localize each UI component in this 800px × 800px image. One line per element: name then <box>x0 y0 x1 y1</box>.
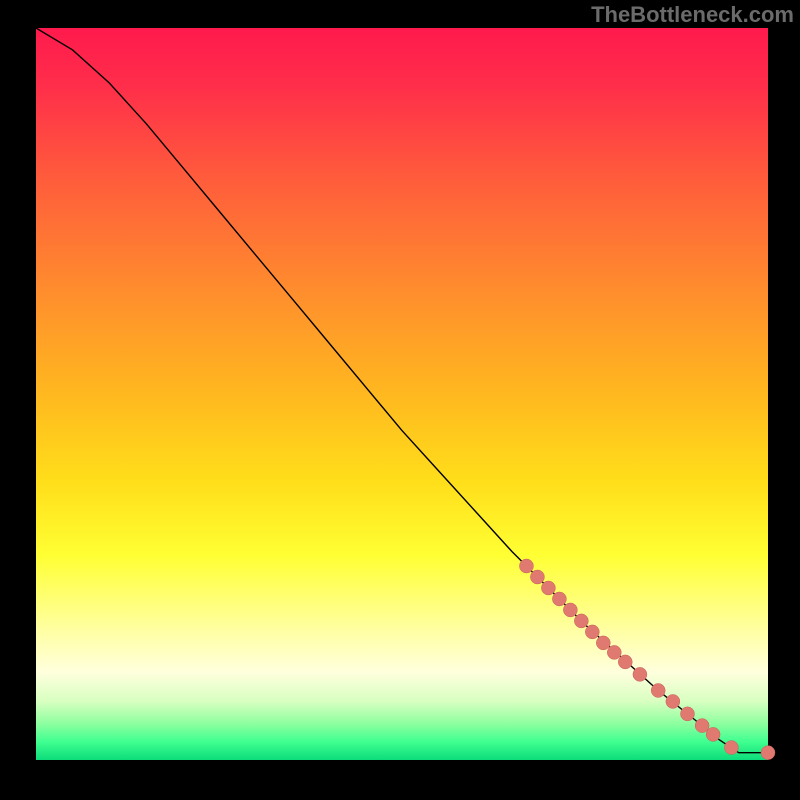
data-marker <box>680 707 694 721</box>
data-marker <box>607 645 621 659</box>
data-marker <box>530 570 544 584</box>
data-marker <box>585 625 599 639</box>
bottleneck-chart <box>0 0 800 800</box>
plot-background <box>36 28 768 760</box>
data-marker <box>724 741 738 755</box>
data-marker <box>563 603 577 617</box>
data-marker <box>618 655 632 669</box>
data-marker <box>651 683 665 697</box>
data-marker <box>574 614 588 628</box>
data-marker <box>706 727 720 741</box>
data-marker <box>761 746 775 760</box>
data-marker <box>541 581 555 595</box>
data-marker <box>666 694 680 708</box>
attribution-text: TheBottleneck.com <box>591 2 794 28</box>
data-marker <box>519 559 533 573</box>
data-marker <box>552 592 566 606</box>
data-marker <box>596 636 610 650</box>
data-marker <box>633 667 647 681</box>
